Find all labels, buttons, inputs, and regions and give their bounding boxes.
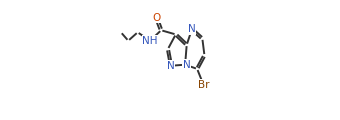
Text: NH: NH: [142, 36, 158, 46]
Text: O: O: [152, 13, 160, 23]
Text: N: N: [183, 60, 191, 70]
Text: N: N: [167, 61, 175, 71]
Text: Br: Br: [198, 80, 209, 90]
Text: N: N: [188, 24, 196, 34]
